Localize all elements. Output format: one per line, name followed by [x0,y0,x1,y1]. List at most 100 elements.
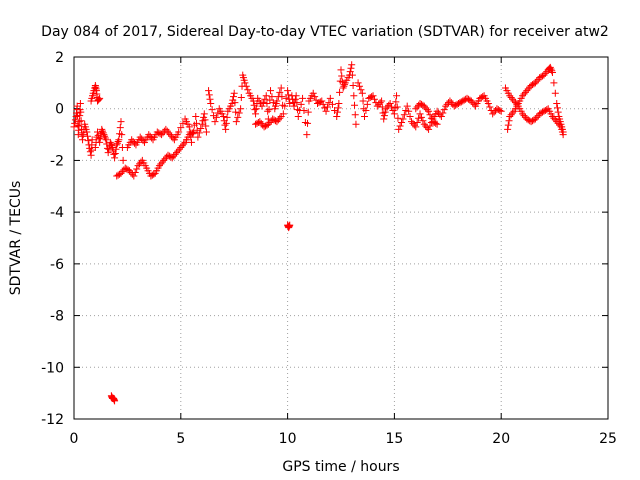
data-point [548,112,556,120]
data-point [251,106,259,114]
data-point [523,115,531,123]
data-point [340,82,348,90]
data-point [206,95,214,103]
data-point [423,124,431,132]
data-point [467,97,475,105]
data-point [171,150,179,158]
data-point [457,98,465,106]
data-point [529,81,537,89]
data-point [126,167,134,175]
data-point [456,99,464,107]
data-point [86,148,94,156]
data-point [133,165,141,173]
data-point [179,119,187,127]
data-point [185,123,193,131]
data-point [262,92,270,100]
data-point [550,114,558,122]
data-point [299,94,307,102]
data-point [390,110,398,118]
data-point [260,123,268,131]
data-point [376,99,384,107]
data-point [75,118,83,126]
data-point [197,125,205,133]
data-point [99,129,107,137]
data-point [351,101,359,109]
data-point [146,132,154,140]
data-point [328,100,336,108]
data-point [177,124,185,132]
data-point [202,122,210,130]
data-point [347,64,355,72]
y-tick-label: 0 [55,102,64,118]
data-point [470,100,478,108]
y-tick-label: -10 [41,360,64,376]
data-point [380,115,388,123]
data-point [385,101,393,109]
data-point [96,94,104,102]
data-point [118,131,126,139]
data-point [281,102,289,110]
data-point [375,100,383,108]
data-point [104,149,112,157]
data-point [161,155,169,163]
data-point [258,102,266,110]
data-point [380,112,388,120]
data-point [93,128,101,136]
data-point [77,108,85,116]
data-point [429,118,437,126]
data-point [139,137,147,145]
data-point [276,88,284,96]
data-point [450,102,458,110]
data-point [486,103,494,111]
data-point [265,106,273,114]
data-point [200,110,208,118]
data-point [162,125,170,133]
data-point [205,91,213,99]
data-point [413,103,421,111]
data-point [102,136,110,144]
data-point [290,102,298,110]
data-point [117,169,125,177]
data-point [101,134,109,142]
data-point [420,102,428,110]
data-point [322,107,330,115]
data-point [95,95,103,103]
data-point [363,100,371,108]
data-point [416,110,424,118]
data-point [186,128,194,136]
data-point [112,145,120,153]
data-point [554,108,562,116]
data-point [314,100,322,108]
data-point [447,99,455,107]
data-point [341,81,349,89]
data-point [425,125,433,133]
data-point [333,108,341,116]
data-point [442,102,450,110]
data-point [437,112,445,120]
y-tick-label: 2 [55,50,64,66]
y-tick-label: -12 [41,412,64,428]
data-point [425,107,433,115]
data-point [541,106,549,114]
data-point [551,89,559,97]
data-point [395,125,403,133]
x-tick-label: 0 [70,431,79,447]
data-point [531,115,539,123]
data-point [527,81,535,89]
data-point [192,112,200,120]
data-point [274,116,282,124]
data-point [96,138,104,146]
data-point [153,128,161,136]
data-point [402,106,410,114]
data-point [412,123,420,131]
data-point [349,81,357,89]
data-point [548,69,556,77]
data-point [128,170,136,178]
data-point [497,107,505,115]
data-point [234,113,242,121]
data-point [309,89,317,97]
data-point [533,113,541,121]
data-point [114,171,122,179]
data-point [550,79,558,87]
